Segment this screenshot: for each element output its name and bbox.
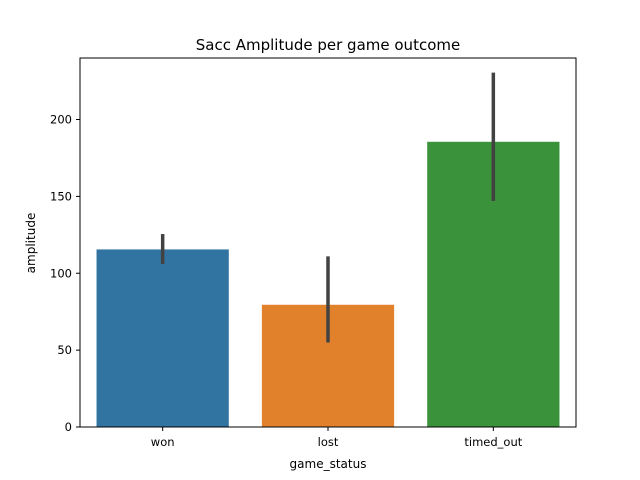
chart-title: Sacc Amplitude per game outcome — [196, 36, 460, 54]
y-tick-label-0: 0 — [65, 420, 72, 434]
plot-frame — [79, 57, 577, 428]
y-tick-label-100: 100 — [50, 266, 72, 280]
x-tick-label-won: won — [151, 435, 175, 449]
y-tick-label-150: 150 — [50, 189, 72, 203]
bar-won — [96, 249, 229, 427]
y-tick-label-200: 200 — [50, 113, 72, 127]
y-tick-label-50: 50 — [57, 343, 72, 357]
plot-area: won lost timed_out 0 50 100 150 200 — [50, 57, 577, 449]
x-tick-label-timed_out: timed_out — [464, 435, 522, 449]
y-axis-label: amplitude — [24, 213, 38, 274]
x-axis-label: game_status — [290, 457, 367, 471]
x-tick-label-lost: lost — [318, 435, 339, 449]
